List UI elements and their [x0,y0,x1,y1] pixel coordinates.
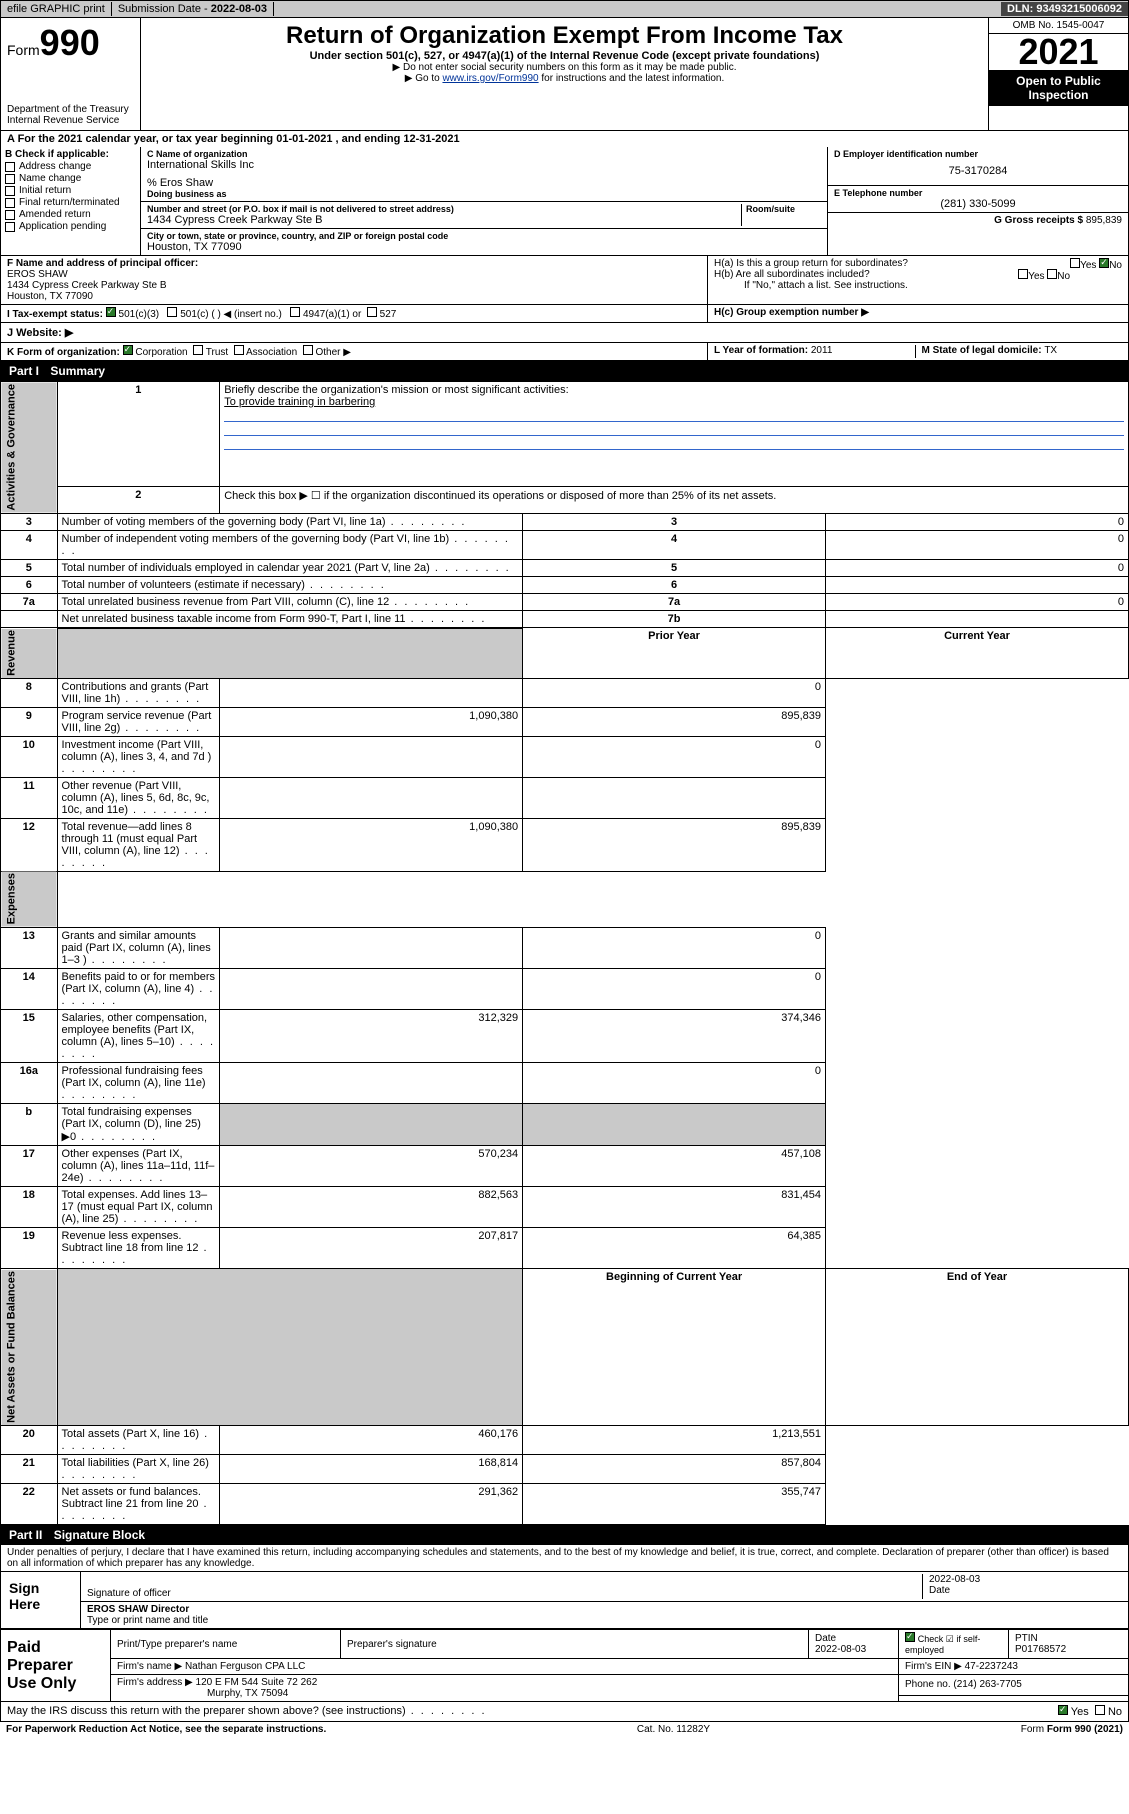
tab-revenue: Revenue [1,628,58,679]
page-footer: For Paperwork Reduction Act Notice, see … [0,1722,1129,1737]
part2-header: Part II Signature Block [0,1525,1129,1545]
mission-text: To provide training in barbering [224,396,375,408]
open-public-badge: Open to Public Inspection [989,70,1128,106]
sig-date: 2022-08-03 [929,1574,980,1585]
care-of: % Eros Shaw [147,177,821,189]
corp-checkbox[interactable] [123,345,133,355]
501c3-checkbox[interactable] [106,307,116,317]
col-b-checkboxes: B Check if applicable: Address changeNam… [1,147,141,255]
part1-table: Activities & Governance 1 Briefly descri… [0,381,1129,1525]
paid-preparer-table: Paid Preparer Use Only Print/Type prepar… [0,1629,1129,1702]
form-number: Form990 [7,22,134,64]
tax-period: A For the 2021 calendar year, or tax yea… [0,131,1129,147]
form-header: Form990 Department of the Treasury Inter… [0,18,1129,131]
tab-expenses: Expenses [1,871,58,927]
irs-discuss-row: May the IRS discuss this return with the… [0,1702,1129,1722]
perjury-declaration: Under penalties of perjury, I declare th… [0,1545,1129,1572]
subtitle-2: ▶ Do not enter social security numbers o… [147,62,982,73]
irs-label: Internal Revenue Service [7,115,134,126]
instructions-link[interactable]: www.irs.gov/Form990 [442,73,538,84]
org-name: International Skills Inc [147,159,821,171]
subtitle-1: Under section 501(c), 527, or 4947(a)(1)… [147,50,982,62]
city-state-zip: Houston, TX 77090 [147,241,821,253]
ha-no-checkbox[interactable] [1099,258,1109,268]
officer-name: EROS SHAW [7,269,68,280]
firm-name: Nathan Ferguson CPA LLC [185,1661,305,1672]
header-mid: Return of Organization Exempt From Incom… [141,18,988,130]
tab-netassets: Net Assets or Fund Balances [1,1269,58,1426]
tax-status-row: I Tax-exempt status: 501(c)(3) 501(c) ( … [0,305,1129,323]
discuss-yes-checkbox[interactable] [1058,1705,1068,1715]
officer-group-row: F Name and address of principal officer:… [0,256,1129,305]
subtitle-3: ▶ Go to www.irs.gov/Form990 for instruct… [147,73,982,84]
self-employed-checkbox[interactable] [905,1632,915,1642]
efile-label: efile GRAPHIC print [1,2,112,16]
col-c-name-address: C Name of organization International Ski… [141,147,828,255]
dept-label: Department of the Treasury [7,104,134,115]
gross-receipts: 895,839 [1086,215,1122,226]
sign-here-label: Sign Here [1,1572,81,1628]
firm-phone: (214) 263-7705 [953,1679,1021,1690]
paid-preparer-label: Paid Preparer Use Only [1,1630,111,1702]
year-formation: 2011 [811,345,833,356]
officer-sig-name: EROS SHAW Director [87,1604,189,1615]
top-toolbar: efile GRAPHIC print Submission Date - 20… [0,0,1129,18]
tax-year: 2021 [989,34,1128,70]
firm-ein: 47-2237243 [965,1661,1018,1672]
state-domicile: TX [1044,345,1057,356]
ein: 75-3170284 [834,159,1122,183]
discuss-no-checkbox[interactable] [1095,1705,1105,1715]
entity-info-grid: B Check if applicable: Address changeNam… [0,147,1129,256]
col-d-ein-phone: D Employer identification number 75-3170… [828,147,1128,255]
part1-header: Part I Summary [0,361,1129,381]
ptin: P01768572 [1015,1644,1066,1655]
website-row: J Website: ▶ [0,323,1129,343]
ha-yes-checkbox[interactable] [1070,258,1080,268]
dln: DLN: 93493215006092 [1001,2,1128,16]
submission-date: Submission Date - 2022-08-03 [112,2,274,16]
street-address: 1434 Cypress Creek Parkway Ste B [147,214,741,226]
telephone: (281) 330-5099 [834,198,1122,210]
signature-block: Sign Here Signature of officer 2022-08-0… [0,1572,1129,1629]
form-title: Return of Organization Exempt From Incom… [147,22,982,50]
org-form-row: K Form of organization: Corporation Trus… [0,343,1129,361]
header-right: OMB No. 1545-0047 2021 Open to Public In… [988,18,1128,130]
hb-no-checkbox[interactable] [1047,269,1057,279]
header-left: Form990 Department of the Treasury Inter… [1,18,141,130]
hb-yes-checkbox[interactable] [1018,269,1028,279]
tab-governance: Activities & Governance [1,382,58,514]
